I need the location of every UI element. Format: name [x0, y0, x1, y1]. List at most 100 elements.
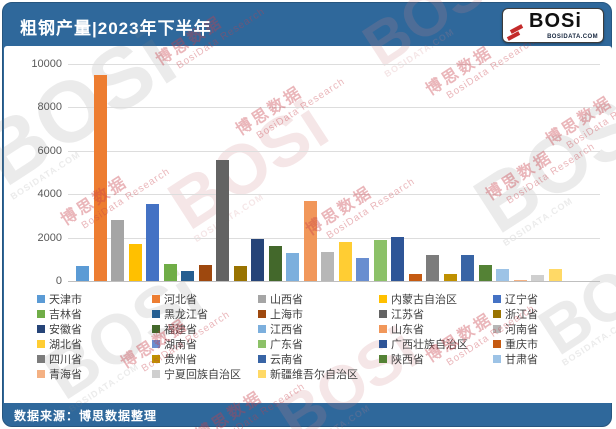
legend-swatch-icon — [258, 310, 266, 318]
y-axis-tick-label: 4000 — [37, 188, 62, 200]
legend-item: 安徽省 — [37, 324, 82, 337]
bar-陕西省 — [478, 265, 492, 281]
legend-swatch-icon — [152, 340, 160, 348]
legend-item: 天津市 — [37, 294, 82, 307]
bosi-logo: BOSi BOSIDATA.COM — [502, 8, 604, 43]
logo-wordmark: BOSi — [529, 10, 582, 32]
legend-item: 云南省 — [258, 354, 303, 367]
logo-site-text: BOSIDATA.COM — [547, 34, 598, 40]
legend-label: 重庆市 — [505, 339, 538, 351]
bar-江西省 — [286, 253, 299, 281]
bar-云南省 — [461, 255, 474, 281]
bar-广东省 — [373, 240, 387, 281]
bar-山西省 — [111, 220, 124, 281]
bar-湖南省 — [356, 258, 369, 281]
legend-item: 黑龙江省 — [152, 309, 208, 322]
legend-label: 天津市 — [49, 294, 82, 306]
bar-青海省 — [513, 280, 527, 281]
legend-label: 河北省 — [164, 294, 197, 306]
legend-label: 安徽省 — [49, 324, 82, 336]
legend-swatch-icon — [258, 325, 266, 333]
legend-swatch-icon — [379, 355, 387, 363]
legend-label: 陕西省 — [391, 354, 424, 366]
legend-label: 宁夏回族自治区 — [164, 369, 241, 381]
legend-label: 黑龙江省 — [164, 309, 208, 321]
legend-item: 贵州省 — [152, 354, 197, 367]
gridline — [68, 194, 600, 195]
legend-label: 湖南省 — [164, 339, 197, 351]
legend-swatch-icon — [493, 340, 501, 348]
bar-河北省 — [93, 75, 107, 281]
bar-重庆市 — [408, 274, 422, 281]
legend-label: 福建省 — [164, 324, 197, 336]
legend-label: 甘肃省 — [505, 354, 538, 366]
legend-item: 辽宁省 — [493, 294, 538, 307]
legend-swatch-icon — [258, 370, 266, 378]
legend-item: 河北省 — [152, 294, 197, 307]
bar-贵州省 — [443, 274, 457, 281]
legend-label: 山东省 — [391, 324, 424, 336]
legend-item: 青海省 — [37, 369, 82, 382]
bar-安徽省 — [251, 239, 264, 281]
legend-swatch-icon — [258, 295, 266, 303]
bar-江苏省 — [216, 160, 229, 281]
legend-item: 上海市 — [258, 309, 303, 322]
legend-swatch-icon — [152, 295, 160, 303]
legend-item: 河南省 — [493, 324, 538, 337]
chart-title: 粗钢产量|2023年下半年 — [20, 19, 212, 38]
y-axis-tick-label: 2000 — [37, 231, 62, 244]
bar-宁夏回族自治区 — [531, 275, 544, 281]
bar-广西壮族自治区 — [391, 237, 404, 281]
legend-swatch-icon — [37, 325, 45, 333]
bar-内蒙古自治区 — [128, 244, 142, 281]
legend-label: 内蒙古自治区 — [391, 294, 457, 306]
gridline — [68, 63, 600, 65]
bar-新疆维吾尔自治区 — [548, 269, 562, 281]
y-axis-tick-label: 6000 — [37, 144, 62, 157]
legend-item: 新疆维吾尔自治区 — [258, 369, 358, 382]
legend-item: 内蒙古自治区 — [379, 294, 457, 307]
legend-swatch-icon — [493, 295, 501, 303]
legend-label: 湖北省 — [49, 339, 82, 351]
legend-label: 山西省 — [270, 294, 303, 306]
legend-item: 江西省 — [258, 324, 303, 337]
legend-item: 广西壮族自治区 — [379, 339, 468, 352]
legend-item: 湖南省 — [152, 339, 197, 352]
bar-浙江省 — [233, 266, 247, 281]
bar-福建省 — [268, 246, 282, 281]
legend-label: 辽宁省 — [505, 294, 538, 306]
legend-item: 四川省 — [37, 354, 82, 367]
legend-label: 贵州省 — [164, 354, 197, 366]
legend-item: 宁夏回族自治区 — [152, 369, 241, 382]
y-axis-tick-label: 8000 — [37, 101, 62, 113]
legend-label: 上海市 — [270, 309, 303, 321]
legend-swatch-icon — [37, 295, 45, 303]
bar-四川省 — [426, 255, 439, 281]
legend-item: 湖北省 — [37, 339, 82, 352]
legend-item: 重庆市 — [493, 339, 538, 352]
y-axis-tick-label: 0 — [55, 275, 62, 287]
bar-湖北省 — [338, 242, 352, 281]
bar-甘肃省 — [496, 269, 509, 281]
bar-上海市 — [198, 265, 212, 281]
y-axis-tick-label: 10000 — [31, 57, 62, 70]
legend-item: 山西省 — [258, 294, 303, 307]
legend-swatch-icon — [37, 340, 45, 348]
bar-黑龙江省 — [181, 271, 194, 281]
bar-天津市 — [76, 266, 89, 281]
legend-label: 新疆维吾尔自治区 — [270, 369, 358, 381]
gridline — [68, 107, 600, 108]
legend-item: 广东省 — [258, 339, 303, 352]
gridline — [68, 150, 600, 152]
legend-item: 江苏省 — [379, 309, 424, 322]
legend-swatch-icon — [379, 340, 387, 348]
legend-swatch-icon — [152, 325, 160, 333]
legend-swatch-icon — [258, 355, 266, 363]
legend-swatch-icon — [152, 370, 160, 378]
legend-swatch-icon — [152, 310, 160, 318]
legend-swatch-icon — [37, 355, 45, 363]
legend-swatch-icon — [379, 295, 387, 303]
legend-swatch-icon — [493, 310, 501, 318]
